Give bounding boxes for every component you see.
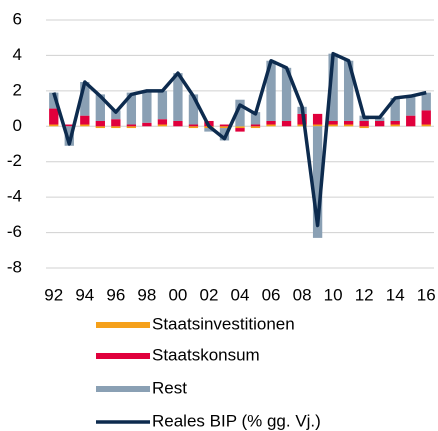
bar-segment <box>95 126 105 129</box>
bar-segment <box>328 124 338 127</box>
y-tick-label: 0 <box>13 116 22 135</box>
x-tick-label: 08 <box>293 285 312 304</box>
bar-segment <box>297 124 307 127</box>
y-tick-label: -8 <box>7 257 22 276</box>
x-tick-label: 06 <box>262 285 281 304</box>
x-tick-label: 98 <box>137 285 156 304</box>
bar-segment <box>235 99 245 127</box>
bar-segment <box>390 97 400 121</box>
bar-segment <box>312 113 323 125</box>
x-tick-label: 02 <box>199 285 218 304</box>
legend-label: Staatsinvestitionen <box>152 314 295 333</box>
legend-swatch <box>96 322 150 328</box>
bar-segment <box>80 82 90 116</box>
bar-segment <box>95 94 105 121</box>
bar-segment <box>421 124 431 127</box>
bar-segment <box>235 128 245 132</box>
bar-segment <box>173 120 183 127</box>
line-series <box>52 51 427 228</box>
bar-segment <box>359 120 369 127</box>
bar-segment <box>328 53 338 121</box>
bar-segment <box>235 126 245 129</box>
bar-segment <box>406 115 416 127</box>
bar-segment <box>49 92 59 109</box>
bar-segment <box>359 126 369 129</box>
x-tick-label: 16 <box>417 285 436 304</box>
bar-segment <box>328 120 338 125</box>
bar-segment <box>188 94 199 125</box>
x-tick-label: 92 <box>44 285 63 304</box>
bar-segment <box>266 124 276 127</box>
bar-segment <box>375 117 385 121</box>
bar-segment <box>219 128 230 141</box>
bar-segment <box>266 120 276 125</box>
bar-segment <box>126 92 137 125</box>
bar-segment <box>250 112 261 125</box>
bar-segment <box>142 90 152 123</box>
bar-segment <box>343 120 354 125</box>
bar-segment <box>312 126 323 238</box>
y-tick-label: -2 <box>7 151 22 170</box>
bar-segment <box>126 124 137 127</box>
x-tick-label: 00 <box>168 285 187 304</box>
bar-segment <box>406 96 416 116</box>
bar-segment <box>343 60 354 121</box>
bar-segment <box>312 124 323 127</box>
bar-segment <box>111 119 121 127</box>
bar-segment <box>64 126 74 146</box>
bar-segment <box>421 110 431 125</box>
x-tick-label: 12 <box>355 285 374 304</box>
bar-segment <box>281 67 292 121</box>
y-tick-label: -6 <box>7 222 22 241</box>
y-tick-label: 6 <box>13 9 22 28</box>
bar-segment <box>157 90 168 120</box>
bar-segment <box>157 124 168 127</box>
bar-segment <box>390 124 400 127</box>
bar-segment <box>281 120 292 127</box>
legend-swatch <box>96 353 150 359</box>
y-tick-label: -4 <box>7 187 22 206</box>
y-tick-label: 4 <box>13 45 22 64</box>
bar-segment <box>111 110 121 120</box>
x-tick-label: 94 <box>75 285 94 304</box>
legend-label: Reales BIP (% gg. Vj.) <box>152 411 321 430</box>
bar-segment <box>157 119 168 125</box>
x-tick-label: 96 <box>106 285 125 304</box>
bar-segment <box>64 124 74 127</box>
bar-segment <box>266 60 276 121</box>
bar-segment <box>142 122 152 127</box>
bar-segment <box>49 124 59 127</box>
bar-segment <box>343 124 354 127</box>
bar-segment <box>250 126 261 129</box>
bar-segment <box>250 124 261 127</box>
bar-segment <box>173 73 183 121</box>
bar-segment <box>390 120 400 125</box>
bar-segment <box>80 115 90 125</box>
bar-segment <box>219 124 230 127</box>
bar-segment <box>49 108 59 125</box>
x-tick-label: 14 <box>386 285 405 304</box>
bar-segment <box>80 124 90 127</box>
bar-segment <box>219 126 230 129</box>
bar-segment <box>375 120 385 127</box>
legend-label: Rest <box>152 378 187 397</box>
bar-segment <box>111 126 121 129</box>
x-tick-label: 10 <box>324 285 343 304</box>
bar-segment <box>188 124 199 127</box>
legend-label: Staatskonsum <box>152 345 260 364</box>
bar-segment <box>204 128 214 132</box>
bar-segment <box>126 126 137 129</box>
bar-segment <box>188 126 199 129</box>
legend-swatch <box>96 386 150 392</box>
x-tick-label: 04 <box>231 285 250 304</box>
y-tick-label: 2 <box>13 80 22 99</box>
bar-segment <box>95 120 105 127</box>
bar-segment <box>421 92 431 111</box>
